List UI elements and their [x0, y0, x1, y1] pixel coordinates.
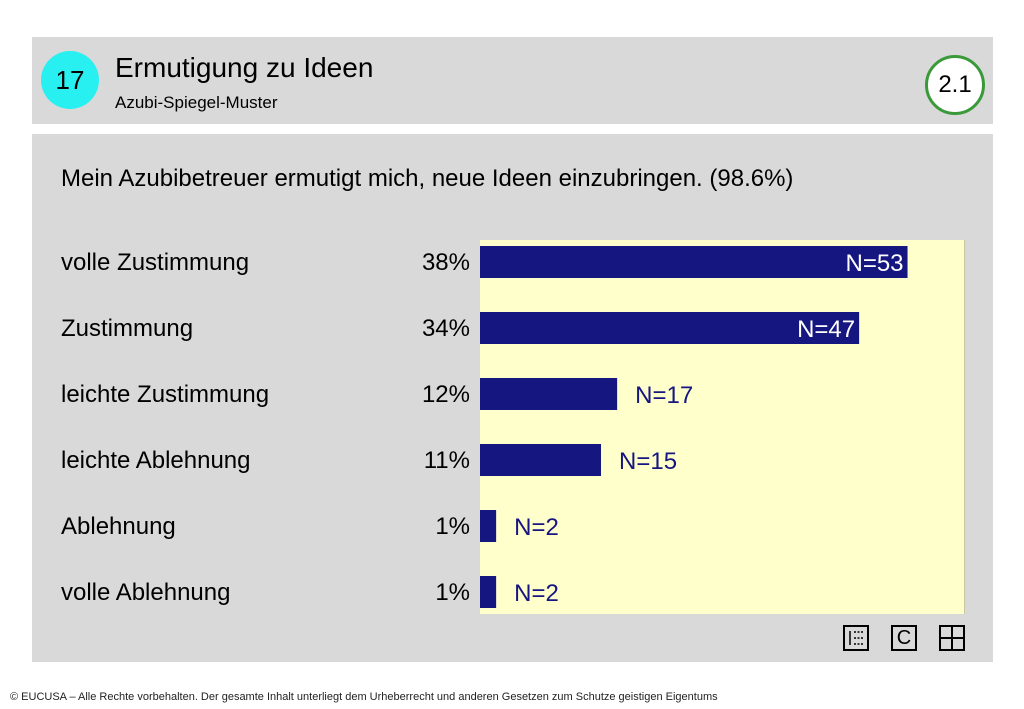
bar	[480, 576, 497, 608]
version-badge: 2.1	[925, 55, 985, 115]
percent-label: 1%	[435, 579, 470, 606]
c-icon[interactable]: C	[891, 625, 917, 651]
category-label: volle Zustimmung	[61, 249, 250, 276]
percent-label: 34%	[421, 315, 470, 342]
bar	[480, 444, 601, 476]
bar	[480, 378, 618, 410]
category-label: Zustimmung	[61, 315, 194, 342]
chart-title: Mein Azubibetreuer ermutigt mich, neue I…	[61, 165, 794, 192]
header-bar	[32, 37, 993, 124]
slide-number-badge: 17	[41, 51, 99, 109]
category-label: volle Ablehnung	[61, 579, 231, 606]
page-title: Ermutigung zu Ideen	[115, 52, 374, 83]
bar-value-label: N=2	[514, 580, 559, 607]
grid-icon[interactable]	[939, 625, 965, 651]
bar-value-label: N=17	[635, 382, 693, 409]
bar-value-label: N=15	[619, 448, 677, 475]
bar	[480, 510, 497, 542]
bar-value-label: N=2	[514, 514, 559, 541]
percent-label: 12%	[421, 381, 470, 408]
page-subtitle: Azubi-Spiegel-Muster	[115, 93, 278, 112]
list-icon[interactable]	[843, 625, 869, 651]
category-label: Ablehnung	[61, 513, 176, 540]
category-label: leichte Zustimmung	[61, 381, 270, 408]
category-label: leichte Ablehnung	[61, 447, 251, 474]
bar-value-label: N=47	[797, 316, 855, 343]
bar-value-label: N=53	[845, 250, 903, 277]
percent-label: 11%	[423, 447, 470, 474]
bar	[480, 246, 908, 278]
percent-label: 1%	[435, 513, 470, 540]
plot-area	[480, 240, 965, 614]
percent-label: 38%	[421, 249, 470, 276]
copyright-footer: © EUCUSA – Alle Rechte vorbehalten. Der …	[10, 691, 718, 703]
bar	[480, 312, 860, 344]
